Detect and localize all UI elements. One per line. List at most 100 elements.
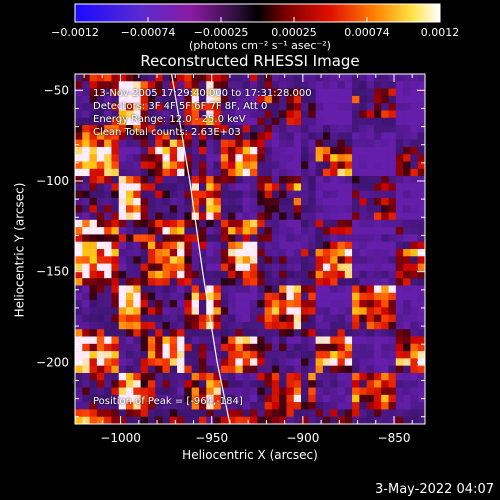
heatmap-pixel: [337, 409, 346, 418]
heatmap-pixel: [257, 205, 265, 213]
heatmap-pixel: [169, 95, 178, 104]
heatmap-pixel: [293, 249, 302, 257]
heatmap-pixel: [89, 329, 98, 337]
heatmap-pixel: [235, 88, 244, 97]
heatmap-pixel: [235, 117, 244, 126]
heatmap-pixel: [257, 154, 265, 162]
heatmap-pixel: [198, 234, 207, 243]
heatmap-pixel: [213, 241, 222, 250]
heatmap-pixel: [162, 343, 171, 352]
heatmap-pixel: [82, 278, 90, 286]
heatmap-pixel: [315, 256, 324, 264]
heatmap-pixel: [315, 249, 324, 257]
heatmap-pixel: [220, 168, 229, 177]
heatmap-pixel: [184, 95, 192, 104]
heatmap-pixel: [395, 117, 404, 126]
heatmap-pixel: [344, 241, 353, 250]
heatmap-pixel: [301, 183, 309, 191]
heatmap-pixel: [242, 95, 251, 104]
heatmap-pixel: [403, 380, 411, 388]
heatmap-pixel: [184, 351, 192, 359]
heatmap-pixel: [352, 263, 360, 272]
heatmap-pixel: [96, 336, 105, 345]
heatmap-pixel: [155, 154, 163, 162]
heatmap-pixel: [155, 205, 163, 213]
heatmap-pixel: [250, 292, 258, 301]
heatmap-pixel: [337, 314, 346, 323]
heatmap-pixel: [293, 154, 302, 162]
heatmap-pixel: [293, 74, 302, 82]
heatmap-pixel: [359, 168, 367, 177]
heatmap-pixel: [381, 416, 389, 424]
heatmap-pixel: [322, 234, 331, 243]
heatmap-pixel: [111, 103, 120, 111]
heatmap-pixel: [111, 88, 120, 97]
heatmap-pixel: [410, 343, 419, 352]
heatmap-pixel: [279, 110, 287, 119]
heatmap-pixel: [250, 103, 258, 111]
heatmap-pixel: [228, 321, 236, 330]
heatmap-pixel: [75, 300, 83, 308]
heatmap-pixel: [133, 278, 141, 286]
heatmap-pixel: [344, 234, 353, 243]
heatmap-pixel: [381, 365, 389, 374]
heatmap-pixel: [366, 409, 375, 418]
heatmap-pixel: [322, 154, 331, 162]
heatmap-pixel: [126, 249, 134, 257]
heatmap-pixel: [271, 365, 280, 374]
heatmap-pixel: [213, 300, 222, 308]
heatmap-pixel: [337, 241, 346, 250]
heatmap-pixel: [388, 256, 397, 264]
heatmap-pixel: [155, 139, 163, 148]
heatmap-pixel: [228, 292, 236, 301]
heatmap-pixel: [220, 343, 229, 352]
heatmap-pixel: [388, 329, 397, 337]
heatmap-pixel: [395, 256, 404, 264]
heatmap-pixel: [111, 358, 120, 366]
heatmap-pixel: [75, 278, 83, 286]
heatmap-pixel: [395, 387, 404, 396]
heatmap-pixel: [279, 88, 287, 97]
heatmap-pixel: [352, 212, 360, 221]
heatmap-pixel: [403, 241, 411, 250]
heatmap-pixel: [337, 278, 346, 286]
heatmap-pixel: [111, 402, 120, 410]
heatmap-pixel: [286, 249, 295, 257]
heatmap-pixel: [169, 110, 178, 119]
heatmap-pixel: [89, 103, 98, 111]
heatmap-pixel: [162, 117, 171, 126]
heatmap-pixel: [213, 249, 222, 257]
heatmap-pixel: [257, 321, 265, 330]
heatmap-pixel: [330, 168, 338, 177]
heatmap-pixel: [206, 168, 214, 177]
heatmap-pixel: [242, 197, 251, 206]
heatmap-pixel: [388, 387, 397, 396]
heatmap-pixel: [177, 132, 185, 140]
heatmap-pixel: [155, 74, 163, 82]
x-axis-label: Heliocentric X (arcsec): [182, 448, 318, 462]
heatmap-pixel: [228, 270, 236, 279]
heatmap-pixel: [308, 263, 316, 272]
heatmap-pixel: [250, 154, 258, 162]
heatmap-pixel: [220, 256, 229, 264]
heatmap-pixel: [75, 197, 83, 206]
heatmap-pixel: [75, 256, 83, 264]
heatmap-pixel: [133, 205, 141, 213]
heatmap-pixel: [235, 402, 244, 410]
heatmap-pixel: [293, 146, 302, 155]
heatmap-pixel: [264, 88, 273, 97]
heatmap-pixel: [82, 372, 90, 381]
heatmap-pixel: [155, 285, 163, 294]
heatmap-pixel: [155, 263, 163, 272]
heatmap-pixel: [293, 270, 302, 279]
heatmap-pixel: [352, 416, 360, 424]
heatmap-pixel: [388, 292, 397, 301]
heatmap-pixel: [235, 270, 244, 279]
heatmap-pixel: [111, 278, 120, 286]
heatmap-pixel: [162, 139, 171, 148]
heatmap-pixel: [403, 234, 411, 243]
heatmap-pixel: [89, 285, 98, 294]
heatmap-pixel: [191, 387, 200, 396]
heatmap-pixel: [381, 314, 389, 323]
heatmap-pixel: [381, 343, 389, 352]
